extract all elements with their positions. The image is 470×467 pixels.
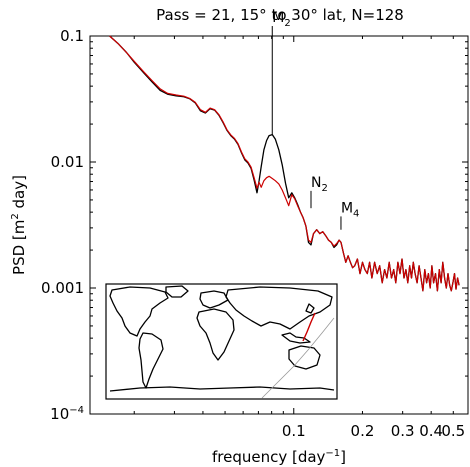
y-axis: 0.1 0.01 0.001 10−4 xyxy=(41,27,468,423)
series-line-1 xyxy=(109,35,460,292)
gray-ground-track xyxy=(261,317,335,399)
japan-coast xyxy=(305,303,315,314)
annotation-label: M4 xyxy=(341,200,359,219)
europe-coast xyxy=(199,290,229,309)
y-axis-title: PSD [m2 day] xyxy=(10,175,28,275)
indonesia-coast xyxy=(281,332,311,344)
chart-title: Pass = 21, 15° to 30° lat, N=128 xyxy=(156,6,404,24)
y-tick-label: 10−4 xyxy=(50,405,84,423)
pass-track xyxy=(302,312,316,342)
antarctica-coast xyxy=(109,386,335,392)
australia-coast xyxy=(288,345,321,370)
x-tick-label: 0.4 xyxy=(419,422,443,440)
north-america-coast xyxy=(109,286,169,337)
inset-frame xyxy=(105,283,338,400)
x-axis: 0.1 0.2 0.3 0.40.5 xyxy=(133,36,465,440)
x-axis-title: frequency [day−1] xyxy=(212,448,346,466)
y-tick-label: 0.001 xyxy=(41,279,84,297)
coastlines xyxy=(109,285,335,392)
y-tick-label: 0.01 xyxy=(51,153,84,171)
x-tick-label: 0.5 xyxy=(441,422,465,440)
south-america-coast xyxy=(138,332,164,389)
africa-coast xyxy=(196,308,235,361)
y-tick-label: 0.1 xyxy=(60,27,84,45)
annotations: M2 N2 M4 xyxy=(271,10,359,230)
inset-world-map xyxy=(105,283,338,400)
x-tick-label: 0.3 xyxy=(391,422,415,440)
x-tick-label: 0.1 xyxy=(282,422,306,440)
series-group xyxy=(109,35,460,292)
x-tick-label: 0.2 xyxy=(351,422,375,440)
annotation-label: M2 xyxy=(272,10,290,29)
greenland-coast xyxy=(165,285,189,298)
annotation-label: N2 xyxy=(311,175,328,194)
asia-coast xyxy=(225,286,333,330)
